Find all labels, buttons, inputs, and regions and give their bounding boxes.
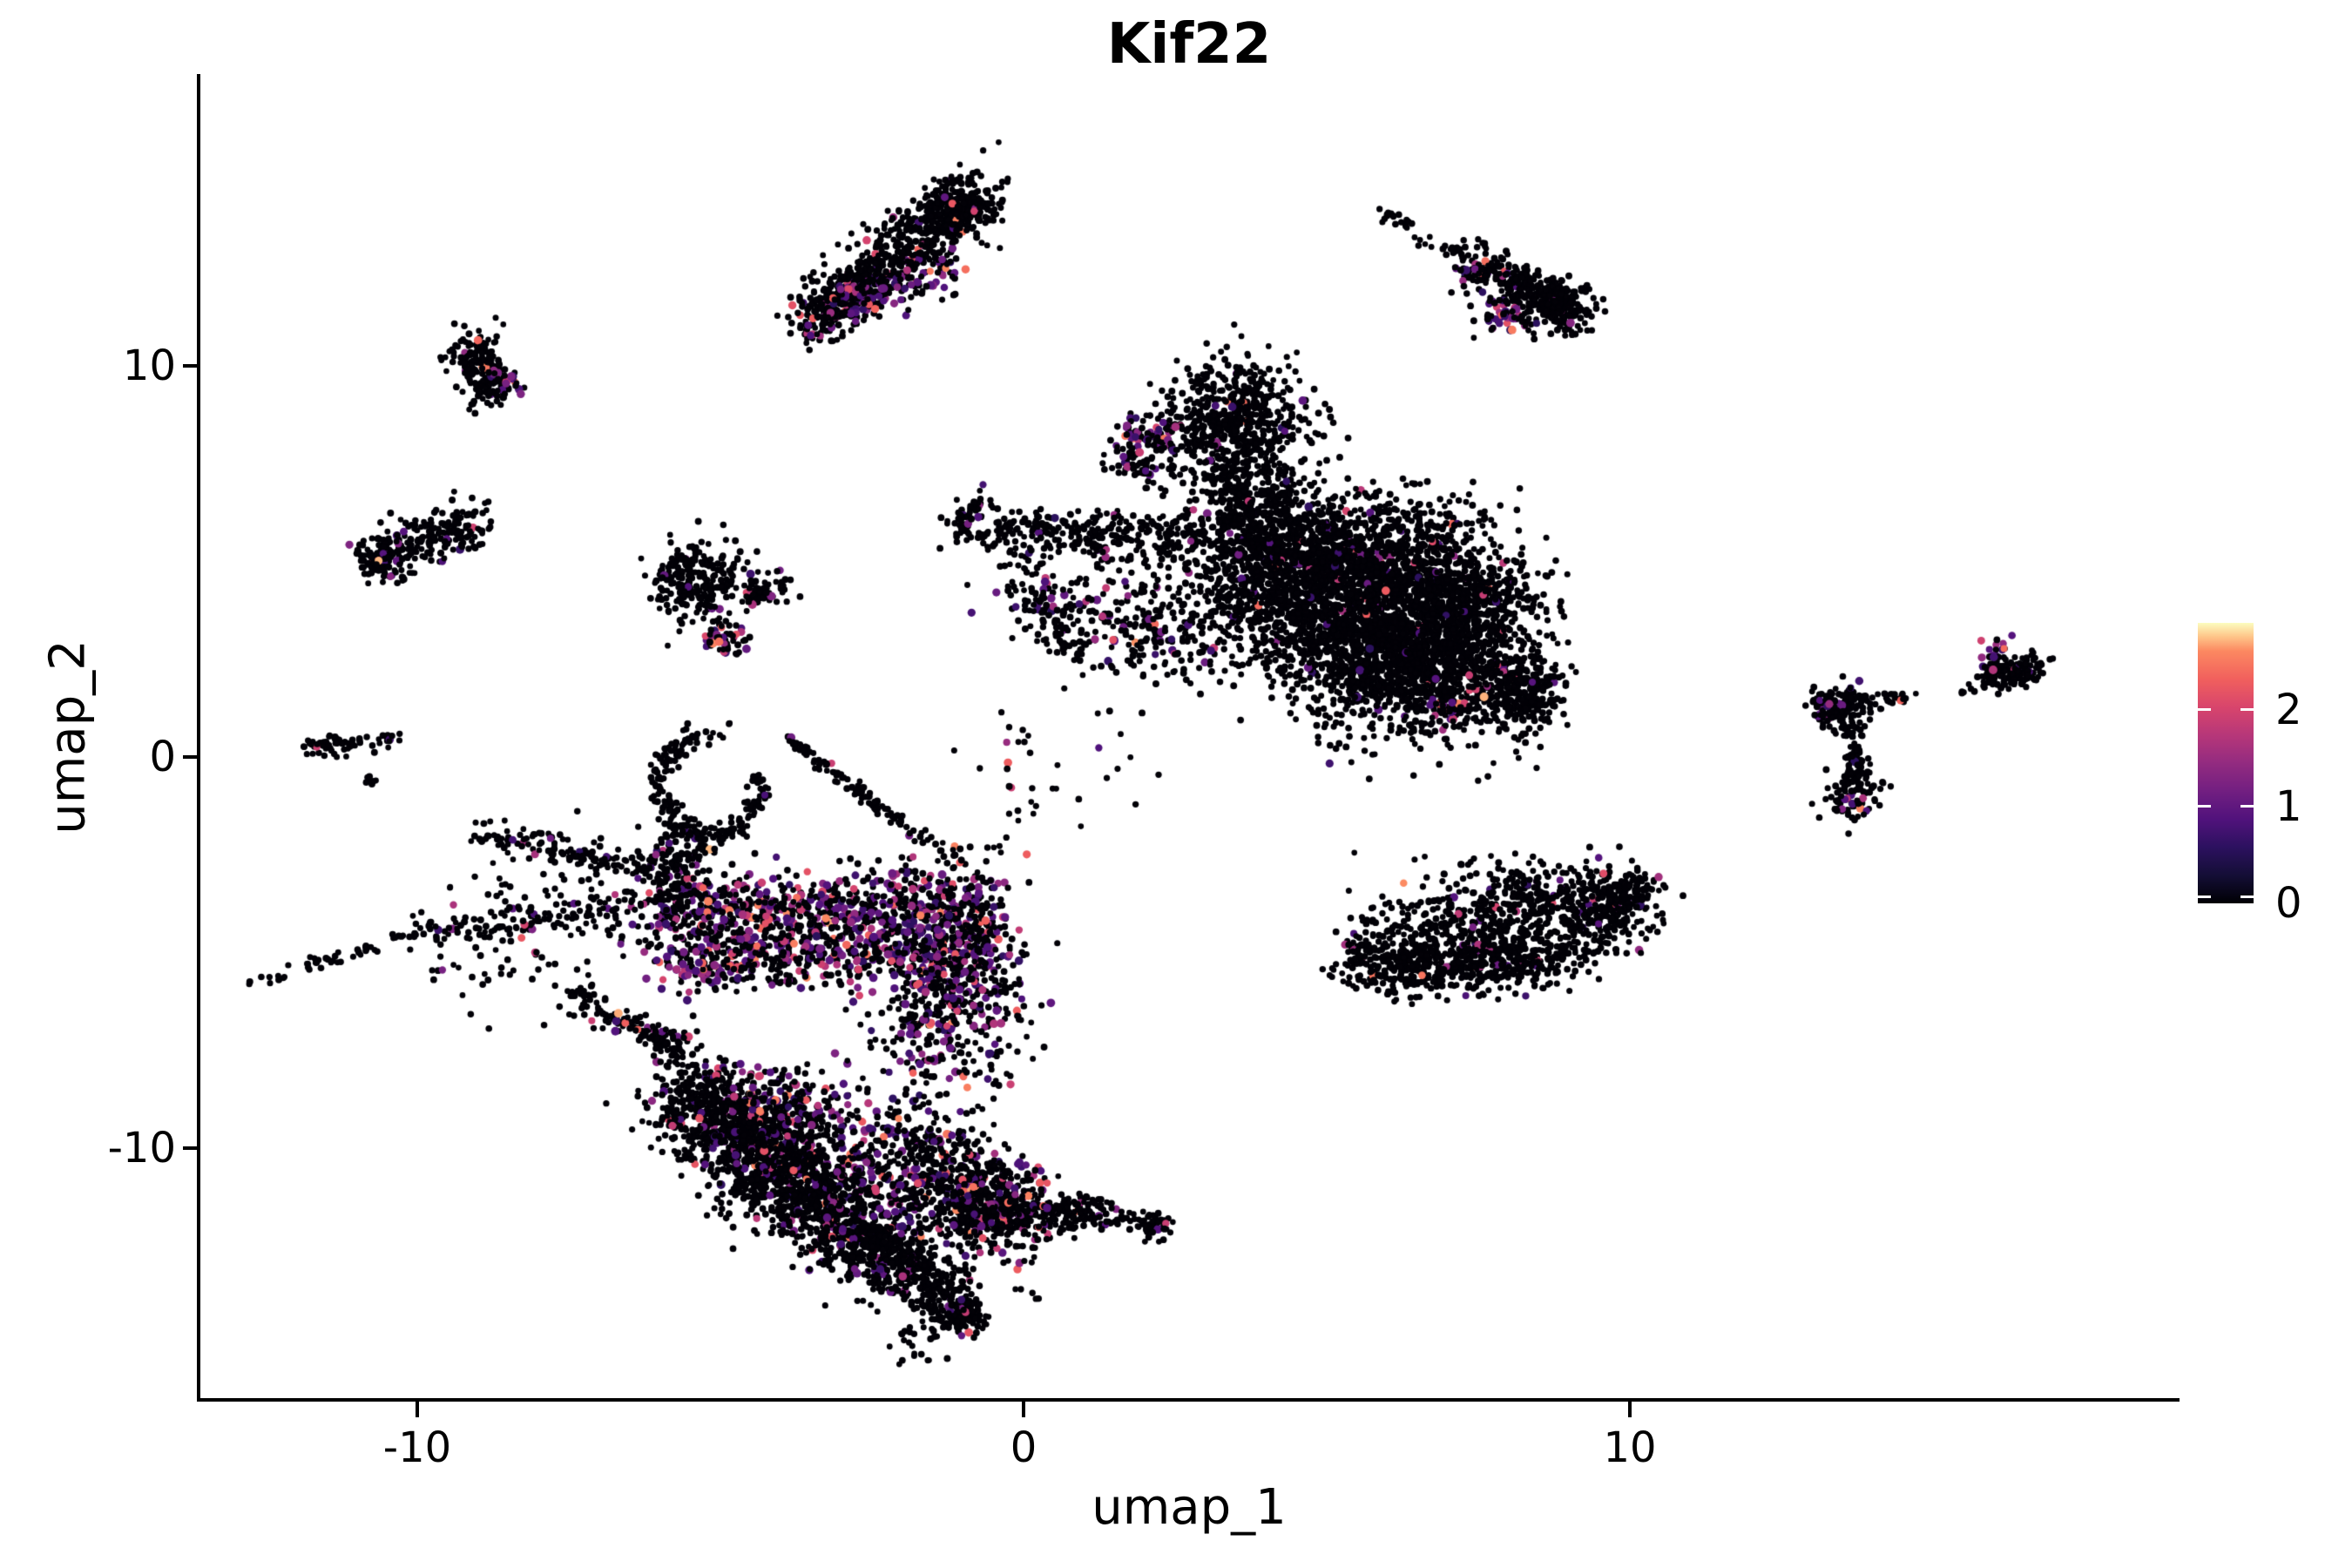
legend-tick-mark-1-left [2198,805,2211,808]
legend-label-2: 2 [2275,686,2302,734]
legend-tick-mark-1-right [2240,805,2254,808]
x-tick-label-10: 10 [1603,1423,1657,1472]
y-tick-10 [183,364,199,368]
x-tick-label-0: 0 [1010,1423,1037,1472]
legend-tick-mark-0-right [2240,896,2254,898]
y-tick-neg10 [183,1146,199,1150]
y-axis-line [197,74,200,1402]
legend-colorbar [2198,623,2254,903]
x-axis-line [197,1398,2180,1402]
legend-tick-mark-2-right [2240,708,2254,711]
legend-label-0: 0 [2275,879,2302,928]
x-tick-0 [1022,1402,1025,1417]
legend-tick-mark-2-left [2198,708,2211,711]
y-tick-label-neg10: -10 [107,1124,176,1173]
x-tick-10 [1628,1402,1632,1417]
y-tick-label-0: 0 [149,733,176,781]
y-tick-0 [183,755,199,759]
legend-label-1: 1 [2275,782,2302,831]
y-axis-title: umap_2 [39,639,97,835]
legend-tick-mark-0-left [2198,896,2211,898]
x-tick-label-neg10: -10 [382,1423,452,1472]
x-axis-title: umap_1 [1092,1479,1287,1536]
y-tick-label-10: 10 [122,341,176,390]
plot-title: Kif22 [1106,12,1272,77]
x-tick-neg10 [416,1402,419,1417]
